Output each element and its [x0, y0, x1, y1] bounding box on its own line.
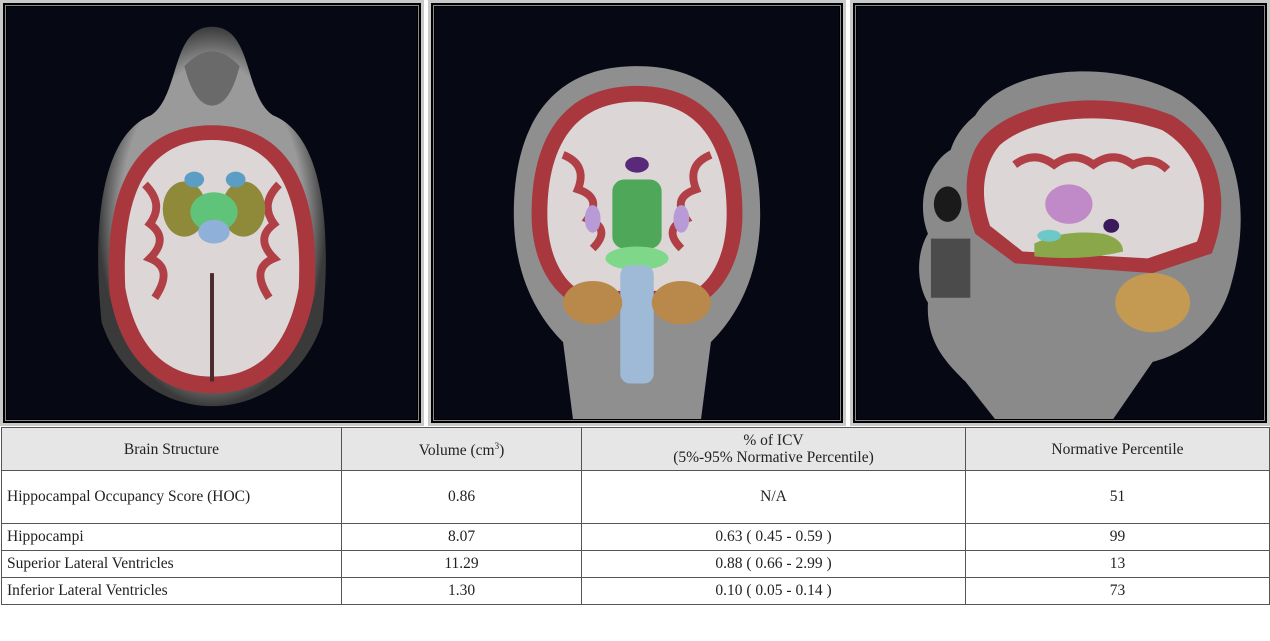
- header-volume-label: Volume (cm: [418, 442, 495, 460]
- cell-structure: Hippocampi: [1, 523, 342, 551]
- header-normative-percentile: Normative Percentile: [965, 427, 1270, 471]
- cell-icv: N/A: [581, 470, 966, 524]
- cell-volume: 0.86: [341, 470, 582, 524]
- cell-percentile: 13: [965, 550, 1270, 578]
- cell-icv: 0.63 ( 0.45 - 0.59 ): [581, 523, 966, 551]
- table-row: Hippocampi 8.07 0.63 ( 0.45 - 0.59 ) 99: [1, 523, 1270, 551]
- table-row: Hippocampal Occupancy Score (HOC) 0.86 N…: [1, 470, 1270, 524]
- cell-volume: 8.07: [341, 523, 582, 551]
- cell-icv: 0.88 ( 0.66 - 2.99 ): [581, 550, 966, 578]
- table-header-row: Brain Structure Volume (cm3) % of ICV (5%…: [1, 427, 1270, 471]
- cell-volume: 1.30: [341, 577, 582, 605]
- cell-percentile: 99: [965, 523, 1270, 551]
- brain-volume-table: Brain Structure Volume (cm3) % of ICV (5%…: [1, 427, 1270, 605]
- axial-mri-panel: [0, 0, 424, 426]
- sagittal-mri-panel: [850, 0, 1270, 426]
- header-icv-line1: % of ICV: [743, 432, 804, 449]
- header-volume-close: ): [499, 442, 505, 460]
- coronal-mri-image: [435, 7, 839, 419]
- header-icv-line2: (5%-95% Normative Percentile): [673, 449, 874, 466]
- cell-percentile: 51: [965, 470, 1270, 524]
- axial-mri-image: [7, 7, 417, 419]
- table-row: Inferior Lateral Ventricles 1.30 0.10 ( …: [1, 577, 1270, 605]
- coronal-mri-panel: [428, 0, 846, 426]
- header-brain-structure: Brain Structure: [1, 427, 342, 471]
- table-row: Superior Lateral Ventricles 11.29 0.88 (…: [1, 550, 1270, 578]
- cell-structure: Superior Lateral Ventricles: [1, 550, 342, 578]
- header-volume-unit-superscript: 3: [494, 441, 500, 452]
- cell-icv: 0.10 ( 0.05 - 0.14 ): [581, 577, 966, 605]
- header-volume: Volume (cm3): [341, 427, 582, 471]
- mri-image-panels: [0, 0, 1270, 426]
- sagittal-mri-image: [857, 7, 1263, 419]
- cell-volume: 11.29: [341, 550, 582, 578]
- header-icv: % of ICV (5%-95% Normative Percentile): [581, 427, 966, 471]
- cell-percentile: 73: [965, 577, 1270, 605]
- cell-structure: Hippocampal Occupancy Score (HOC): [1, 470, 342, 524]
- cell-structure: Inferior Lateral Ventricles: [1, 577, 342, 605]
